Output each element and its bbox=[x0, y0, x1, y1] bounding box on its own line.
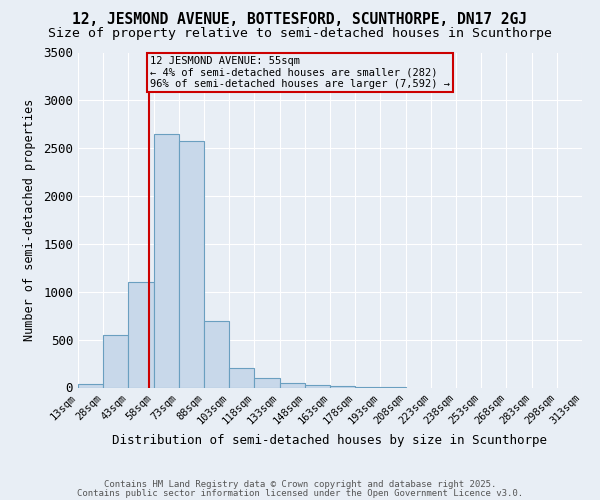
Bar bbox=[330, 386, 355, 388]
Bar bbox=[280, 382, 305, 388]
Text: 12 JESMOND AVENUE: 55sqm
← 4% of semi-detached houses are smaller (282)
96% of s: 12 JESMOND AVENUE: 55sqm ← 4% of semi-de… bbox=[150, 56, 450, 89]
Bar bbox=[128, 282, 154, 388]
Bar bbox=[179, 140, 204, 388]
Bar bbox=[154, 134, 179, 388]
Bar bbox=[254, 378, 280, 388]
Bar bbox=[229, 368, 254, 388]
Text: Contains HM Land Registry data © Crown copyright and database right 2025.: Contains HM Land Registry data © Crown c… bbox=[104, 480, 496, 489]
X-axis label: Distribution of semi-detached houses by size in Scunthorpe: Distribution of semi-detached houses by … bbox=[113, 434, 548, 448]
Text: 12, JESMOND AVENUE, BOTTESFORD, SCUNTHORPE, DN17 2GJ: 12, JESMOND AVENUE, BOTTESFORD, SCUNTHOR… bbox=[73, 12, 527, 28]
Bar bbox=[204, 320, 229, 388]
Bar bbox=[355, 386, 380, 388]
Text: Contains public sector information licensed under the Open Government Licence v3: Contains public sector information licen… bbox=[77, 488, 523, 498]
Bar bbox=[305, 384, 330, 388]
Bar bbox=[103, 335, 128, 388]
Text: Size of property relative to semi-detached houses in Scunthorpe: Size of property relative to semi-detach… bbox=[48, 28, 552, 40]
Bar bbox=[78, 384, 103, 388]
Y-axis label: Number of semi-detached properties: Number of semi-detached properties bbox=[23, 99, 36, 341]
